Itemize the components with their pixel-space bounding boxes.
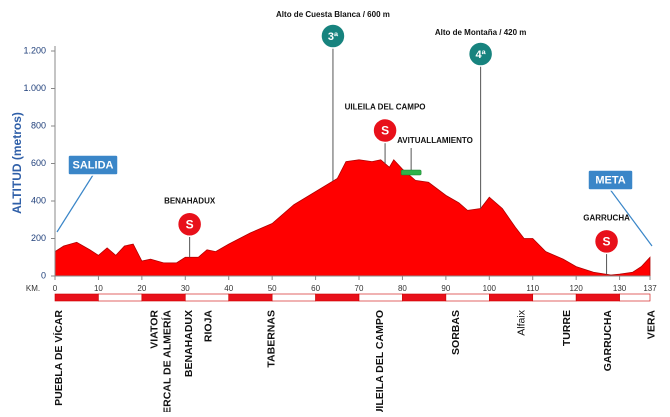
x-tick-label: 137 (643, 284, 657, 293)
y-tick-label: 200 (31, 233, 46, 243)
x-tick-label: 120 (569, 284, 583, 293)
km-strip (575, 293, 620, 302)
place-label: UILEILA DEL CAMPO (374, 310, 386, 412)
flag-label: SALIDA (73, 159, 114, 171)
x-tick-label: 80 (398, 284, 407, 293)
y-tick-label: 800 (31, 120, 46, 130)
x-tick-label: 90 (441, 284, 450, 293)
sprint-symbol: S (381, 124, 389, 138)
place-label: HUERCAL DE ALMERÍA (160, 310, 173, 412)
x-tick-label: 30 (181, 284, 190, 293)
x-tick-label: 10 (94, 284, 103, 293)
x-tick-label: 70 (355, 284, 364, 293)
y-axis-label: ALTITUD (metros) (10, 112, 24, 214)
sprint-marker (176, 211, 203, 237)
sprint-symbol: S (186, 217, 194, 231)
km-strip (271, 293, 316, 302)
sprint-marker (372, 117, 398, 144)
sprint-label: UILEILA DEL CAMPO (345, 103, 426, 112)
km-strip (489, 293, 534, 302)
profile-area (54, 159, 651, 277)
x-tick-label: 130 (613, 284, 627, 293)
y-tick-label: 1.200 (23, 45, 46, 55)
place-label: RIOJA (203, 310, 215, 343)
feed-label: AVITUALLAMIENTO (397, 136, 473, 145)
place-label: SORBAS (450, 310, 462, 355)
climb-label: Alto de Montaña / 420 m (435, 28, 527, 37)
x-tick-label: 60 (311, 284, 320, 293)
place-label: GARRUCHA (602, 310, 614, 372)
km-strip (358, 293, 403, 302)
sprint-label: GARRUCHA (583, 213, 630, 222)
climb-label: Alto de Cuesta Blanca / 600 m (276, 10, 390, 19)
sprint-marker (593, 228, 620, 255)
y-tick-label: 0 (41, 270, 46, 280)
climb-category: 3ª (328, 31, 339, 43)
climb-category: 4ª (476, 49, 487, 61)
flag-pointer (610, 189, 653, 247)
place-label: VERA (646, 310, 658, 340)
feed-marker (400, 169, 422, 176)
climb-marker (467, 41, 494, 67)
place-label: Alfaix (515, 309, 527, 335)
km-strip (445, 293, 490, 302)
km-strip (228, 293, 273, 302)
x-tick-label: 100 (483, 284, 497, 293)
y-tick-label: 400 (31, 195, 46, 205)
km-strip (619, 293, 651, 302)
km-strip (54, 293, 99, 302)
km-strip (532, 293, 577, 302)
x-tick-label: 50 (268, 284, 277, 293)
y-tick-label: 1.000 (23, 83, 46, 93)
km-strip (315, 293, 360, 302)
km-strip (402, 293, 447, 302)
km-strip (184, 293, 230, 302)
sprint-label: BENAHADUX (164, 196, 216, 205)
x-tick-label: 0 (53, 284, 58, 293)
km-strip (141, 293, 186, 302)
x-tick-label: 40 (224, 284, 233, 293)
y-tick-label: 600 (31, 158, 46, 168)
place-label: TABERNAS (266, 310, 278, 368)
sprint-symbol: S (603, 235, 611, 249)
place-label: PUEBLA DE VÍCAR (52, 310, 65, 406)
flag-box (67, 154, 119, 176)
x-tick-label: 20 (137, 284, 146, 293)
x-tick-label: 110 (526, 284, 539, 293)
km-strip (98, 293, 143, 302)
flag-pointer (56, 174, 94, 233)
x-axis-label: KM. (26, 284, 40, 293)
flag-box (587, 169, 634, 191)
place-label: BENAHADUX (183, 310, 195, 377)
climb-marker (320, 23, 346, 49)
place-label: TURRE (561, 310, 573, 346)
flag-label: META (595, 174, 625, 186)
place-label: VIATOR (148, 310, 160, 349)
